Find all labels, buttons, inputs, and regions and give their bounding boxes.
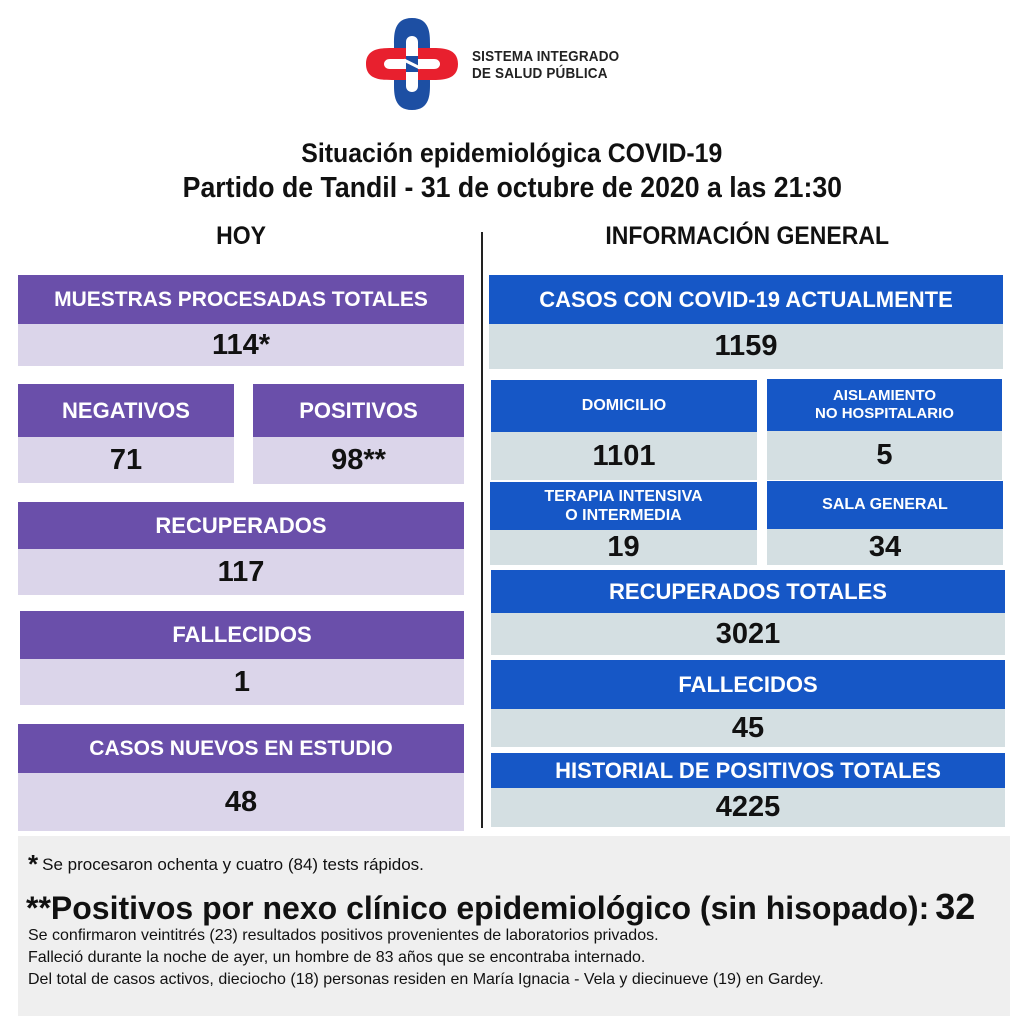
- asterisk-marker: *: [28, 849, 39, 879]
- card-domicilio: DOMICILIO 1101: [491, 380, 757, 480]
- footnote-rapid-tests-text: Se procesaron ochenta y cuatro (84) test…: [42, 855, 424, 874]
- logo-line-1: SISTEMA INTEGRADO: [472, 48, 620, 65]
- nexo-label: **Positivos por nexo clínico epidemiológ…: [26, 890, 930, 926]
- card-negativos: NEGATIVOS 71: [18, 384, 234, 483]
- logo-wordmark: SISTEMA INTEGRADO DE SALUD PÚBLICA: [472, 48, 619, 82]
- card-label-line-2: NO HOSPITALARIO: [815, 405, 954, 422]
- card-label: FALLECIDOS: [20, 611, 464, 659]
- card-value: 5: [767, 431, 1002, 480]
- card-value: 1159: [489, 324, 1003, 369]
- card-value: 45: [491, 709, 1005, 747]
- card-value: 114*: [18, 324, 464, 366]
- card-casos-actuales: CASOS CON COVID-19 ACTUALMENTE 1159: [489, 275, 1003, 369]
- footnote-line-1: Se confirmaron veintitrés (23) resultado…: [28, 927, 659, 944]
- card-label-line-1: AISLAMIENTO: [832, 387, 937, 404]
- card-label-line-2: O INTERMEDIA: [565, 507, 682, 524]
- footnotes-panel: * Se procesaron ochenta y cuatro (84) tes…: [18, 836, 1010, 1016]
- card-label: FALLECIDOS: [491, 660, 1005, 709]
- card-label: TERAPIA INTENSIVA O INTERMEDIA: [490, 482, 757, 530]
- page-title: Situación epidemiológica COVID-19: [301, 138, 723, 168]
- card-label: RECUPERADOS: [18, 502, 464, 549]
- card-label-line-1: TERAPIA INTENSIVA: [544, 488, 703, 505]
- footnote-line-2: Falleció durante la noche de ayer, un ho…: [28, 949, 646, 966]
- card-label: NEGATIVOS: [18, 384, 234, 437]
- card-label: AISLAMIENTO NO HOSPITALARIO: [767, 379, 1002, 431]
- card-label: MUESTRAS PROCESADAS TOTALES: [18, 275, 464, 324]
- card-value: 48: [18, 773, 464, 831]
- hoy-heading: HOY: [216, 222, 266, 250]
- card-value: 19: [490, 530, 757, 565]
- card-value: 1101: [491, 432, 757, 480]
- card-label: SALA GENERAL: [767, 481, 1003, 529]
- card-value: 1: [20, 659, 464, 705]
- card-terapia: TERAPIA INTENSIVA O INTERMEDIA 19: [490, 482, 757, 565]
- card-casos-nuevos: CASOS NUEVOS EN ESTUDIO 48: [18, 724, 464, 831]
- card-historial-positivos: HISTORIAL DE POSITIVOS TOTALES 4225: [491, 753, 1005, 827]
- card-value: 98**: [253, 437, 464, 484]
- card-fallecidos-totales: FALLECIDOS 45: [491, 660, 1005, 747]
- card-positivos: POSITIVOS 98**: [253, 384, 464, 484]
- card-value: 4225: [491, 788, 1005, 827]
- card-label: RECUPERADOS TOTALES: [491, 570, 1005, 613]
- info-general-heading: INFORMACIÓN GENERAL: [605, 222, 889, 250]
- card-label: POSITIVOS: [253, 384, 464, 437]
- logo-line-2: DE SALUD PÚBLICA: [472, 65, 608, 82]
- card-recuperados-hoy: RECUPERADOS 117: [18, 502, 464, 595]
- card-recuperados-totales: RECUPERADOS TOTALES 3021: [491, 570, 1005, 655]
- card-muestras: MUESTRAS PROCESADAS TOTALES 114*: [18, 275, 464, 366]
- card-label: HISTORIAL DE POSITIVOS TOTALES: [491, 753, 1005, 788]
- nexo-value: 32: [935, 886, 976, 927]
- card-sala-general: SALA GENERAL 34: [767, 481, 1003, 565]
- page-subtitle: Partido de Tandil - 31 de octubre de 202…: [182, 172, 842, 204]
- card-aislamiento: AISLAMIENTO NO HOSPITALARIO 5: [767, 379, 1002, 480]
- card-label: DOMICILIO: [491, 380, 757, 432]
- footnote-nexo-clinico: **Positivos por nexo clínico epidemiológ…: [26, 886, 975, 928]
- footnote-line-3: Del total de casos activos, dieciocho (1…: [28, 971, 824, 988]
- column-divider: [481, 232, 483, 828]
- card-label: CASOS CON COVID-19 ACTUALMENTE: [489, 275, 1003, 324]
- card-value: 71: [18, 437, 234, 483]
- sisp-logo-icon: [366, 18, 458, 110]
- card-value: 117: [18, 549, 464, 595]
- card-label: CASOS NUEVOS EN ESTUDIO: [18, 724, 464, 773]
- card-fallecidos-hoy: FALLECIDOS 1: [20, 611, 464, 705]
- card-value: 3021: [491, 613, 1005, 655]
- card-value: 34: [767, 529, 1003, 565]
- footnote-rapid-tests: * Se procesaron ochenta y cuatro (84) tes…: [28, 846, 424, 879]
